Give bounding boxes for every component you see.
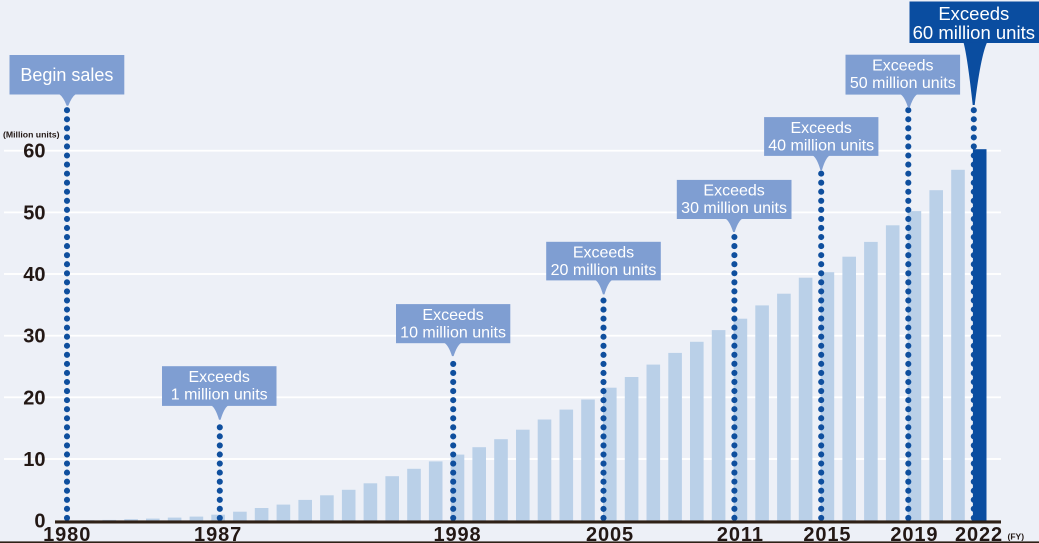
svg-text:(FY): (FY) — [1008, 532, 1025, 542]
svg-text:0: 0 — [34, 511, 45, 533]
svg-text:Exceeds: Exceeds — [573, 245, 634, 262]
svg-text:Exceeds: Exceeds — [703, 183, 764, 200]
svg-text:2022: 2022 — [955, 524, 1003, 543]
svg-text:20: 20 — [23, 387, 45, 409]
svg-text:Exceeds: Exceeds — [938, 3, 1009, 24]
svg-text:60: 60 — [23, 141, 45, 163]
svg-text:50 million units: 50 million units — [850, 75, 956, 92]
svg-text:Exceeds: Exceeds — [189, 369, 250, 386]
svg-text:Exceeds: Exceeds — [872, 58, 933, 75]
svg-text:2005: 2005 — [586, 524, 634, 543]
svg-text:10 million units: 10 million units — [400, 324, 506, 341]
svg-text:1980: 1980 — [43, 524, 91, 543]
svg-text:30: 30 — [23, 326, 45, 348]
svg-text:2011: 2011 — [717, 524, 764, 543]
svg-text:50: 50 — [23, 202, 45, 224]
svg-text:2019: 2019 — [890, 524, 938, 543]
svg-text:1987: 1987 — [194, 524, 242, 543]
svg-text:2015: 2015 — [803, 524, 851, 543]
svg-text:1 million units: 1 million units — [171, 386, 268, 403]
svg-text:10: 10 — [23, 449, 45, 471]
svg-text:40 million units: 40 million units — [768, 137, 874, 154]
svg-text:Exceeds: Exceeds — [791, 120, 852, 137]
svg-text:(Million units): (Million units) — [3, 130, 60, 140]
svg-text:Begin sales: Begin sales — [20, 65, 113, 85]
svg-text:60 million units: 60 million units — [913, 22, 1035, 43]
svg-text:Exceeds: Exceeds — [422, 307, 483, 324]
svg-text:30 million units: 30 million units — [681, 200, 787, 217]
svg-text:20 million units: 20 million units — [551, 262, 657, 279]
svg-text:1998: 1998 — [433, 524, 481, 543]
svg-text:40: 40 — [23, 264, 45, 286]
